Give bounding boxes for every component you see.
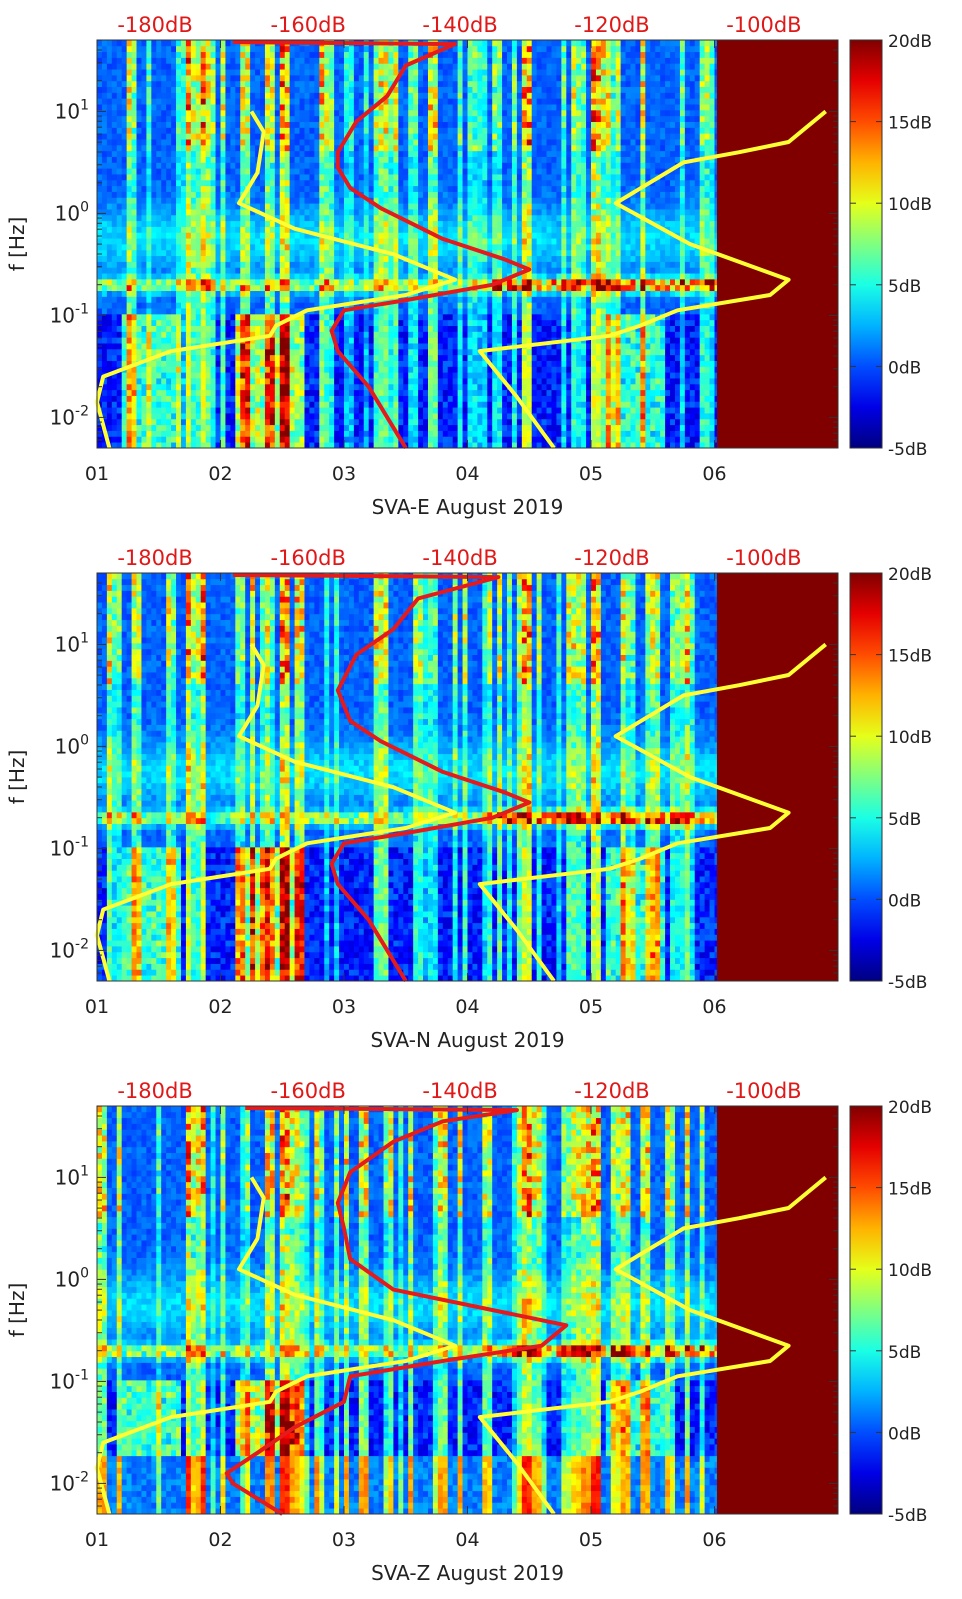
colorbar-tick-label: 10dB [888, 728, 932, 748]
x-tick-label: 05 [579, 996, 603, 1018]
yellow-model-curve [95, 643, 458, 982]
colorbar-tick-label: 5dB [888, 277, 921, 297]
colorbar-tick-label: 20dB [888, 565, 932, 585]
x-tick-label: 06 [702, 1529, 726, 1551]
y-axis-label: f [Hz] [5, 1283, 29, 1338]
saturated-region [716, 573, 838, 981]
spectrogram-sva-e: 01 02 03 04 05 06 10-2 10-1 100 101 -180dB -160dB -1… [5, 13, 932, 519]
y-axis-label: f [Hz] [5, 750, 29, 805]
x-tick-label: 03 [332, 996, 356, 1018]
colorbar-tick-label: -5dB [888, 973, 927, 993]
y-tick-label: 101 [55, 97, 89, 123]
top-tick-label: -140dB [422, 13, 497, 37]
spectrogram-sva-z: 01 02 03 04 05 06 10-2 10-1 100 101 -180dB -160dB -1… [5, 1079, 932, 1585]
red-noise-curve [232, 40, 532, 450]
x-tick-label: 01 [85, 1529, 109, 1551]
y-tick-label: 10-2 [50, 403, 89, 429]
y-tick-label: 10-2 [50, 936, 89, 962]
y-tick-label: 10-1 [50, 301, 89, 327]
colorbar-tick-label: -5dB [888, 1506, 927, 1526]
colorbar-tick-label: -5dB [888, 440, 927, 460]
yellow-model-curve [477, 1175, 827, 1516]
y-axis-label: f [Hz] [5, 217, 29, 272]
x-tick-label: 04 [455, 1529, 479, 1551]
axes: 01 02 03 04 05 06 10-2 10-1 100 101 -180dB -160dB -1… [5, 1079, 839, 1585]
colorbar-tick-label: 5dB [888, 810, 921, 830]
colorbar: 20dB 15dB 10dB 5dB 0dB -5dB [849, 32, 932, 460]
y-tick-label: 100 [55, 199, 89, 225]
red-noise-curve [232, 573, 532, 983]
x-tick-label: 06 [702, 996, 726, 1018]
colorbar-tick-label: 0dB [888, 891, 921, 911]
top-tick-label: -120dB [574, 1079, 649, 1103]
colorbar-tick-label: 5dB [888, 1343, 921, 1363]
heatmap [97, 573, 838, 982]
panel-sva-z: 01 02 03 04 05 06 10-2 10-1 100 101 -180dB -160dB -1… [0, 1066, 962, 1599]
x-tick-label: 03 [332, 463, 356, 485]
spectrogram-sva-n: 01 02 03 04 05 06 10-2 10-1 100 101 -180dB -160dB -1… [5, 546, 932, 1052]
red-noise-curve [224, 1106, 569, 1516]
x-tick-label: 02 [208, 1529, 232, 1551]
heatmap [97, 1106, 838, 1515]
colorbar-tick-label: 10dB [888, 195, 932, 215]
y-tick-label: 101 [55, 1163, 89, 1189]
yellow-model-curve [95, 110, 458, 449]
x-axis-label: SVA-E August 2019 [372, 495, 564, 519]
top-tick-label: -160dB [270, 13, 345, 37]
colorbar-tick-label: 15dB [888, 647, 932, 667]
top-tick-label: -180dB [117, 546, 192, 570]
y-tick-label: 10-1 [50, 1367, 89, 1393]
x-tick-label: 01 [85, 463, 109, 485]
y-tick-label: 101 [55, 630, 89, 656]
x-tick-label: 05 [579, 463, 603, 485]
x-tick-label: 04 [455, 996, 479, 1018]
x-tick-label: 02 [208, 463, 232, 485]
colorbar-tick-label: 20dB [888, 1098, 932, 1118]
top-tick-label: -180dB [117, 13, 192, 37]
x-axis-label: SVA-N August 2019 [370, 1028, 564, 1052]
colorbar-tick-label: 15dB [888, 114, 932, 134]
x-tick-label: 03 [332, 1529, 356, 1551]
top-tick-label: -180dB [117, 1079, 192, 1103]
top-tick-label: -100dB [726, 546, 801, 570]
colorbar-tick-label: 0dB [888, 358, 921, 378]
top-tick-label: -140dB [422, 546, 497, 570]
x-tick-label: 01 [85, 996, 109, 1018]
top-tick-label: -120dB [574, 546, 649, 570]
panel-sva-n: 01 02 03 04 05 06 10-2 10-1 100 101 -180dB -160dB -1… [0, 533, 962, 1066]
heatmap [97, 40, 838, 449]
y-tick-label: 100 [55, 1265, 89, 1291]
colorbar: 20dB 15dB 10dB 5dB 0dB -5dB [849, 1098, 932, 1526]
colorbar-tick-label: 0dB [888, 1424, 921, 1444]
x-tick-label: 06 [702, 463, 726, 485]
top-tick-label: -120dB [574, 13, 649, 37]
yellow-model-curve [477, 642, 827, 983]
y-tick-label: 10-1 [50, 834, 89, 860]
colorbar: 20dB 15dB 10dB 5dB 0dB -5dB [849, 565, 932, 993]
colorbar-tick-label: 20dB [888, 32, 932, 52]
colorbar-tick-label: 10dB [888, 1261, 932, 1281]
top-tick-label: -100dB [726, 13, 801, 37]
x-axis-label: SVA-Z August 2019 [371, 1561, 564, 1585]
y-tick-label: 10-2 [50, 1469, 89, 1495]
x-tick-label: 02 [208, 996, 232, 1018]
axes: 01 02 03 04 05 06 10-2 10-1 100 101 -180dB -160dB -1… [5, 546, 839, 1052]
top-tick-label: -100dB [726, 1079, 801, 1103]
panel-sva-e: 01 02 03 04 05 06 10-2 10-1 100 101 -180dB -160dB -1… [0, 0, 962, 533]
yellow-model-curve [95, 1176, 458, 1515]
top-tick-label: -140dB [422, 1079, 497, 1103]
saturated-region [716, 40, 838, 448]
y-tick-label: 100 [55, 732, 89, 758]
top-tick-label: -160dB [270, 546, 345, 570]
x-tick-label: 04 [455, 463, 479, 485]
axes: 01 02 03 04 05 06 10-2 10-1 100 101 -180dB -160dB -1… [5, 13, 839, 519]
yellow-model-curve [477, 109, 827, 450]
saturated-region [716, 1106, 838, 1514]
colorbar-tick-label: 15dB [888, 1180, 932, 1200]
x-tick-label: 05 [579, 1529, 603, 1551]
top-tick-label: -160dB [270, 1079, 345, 1103]
